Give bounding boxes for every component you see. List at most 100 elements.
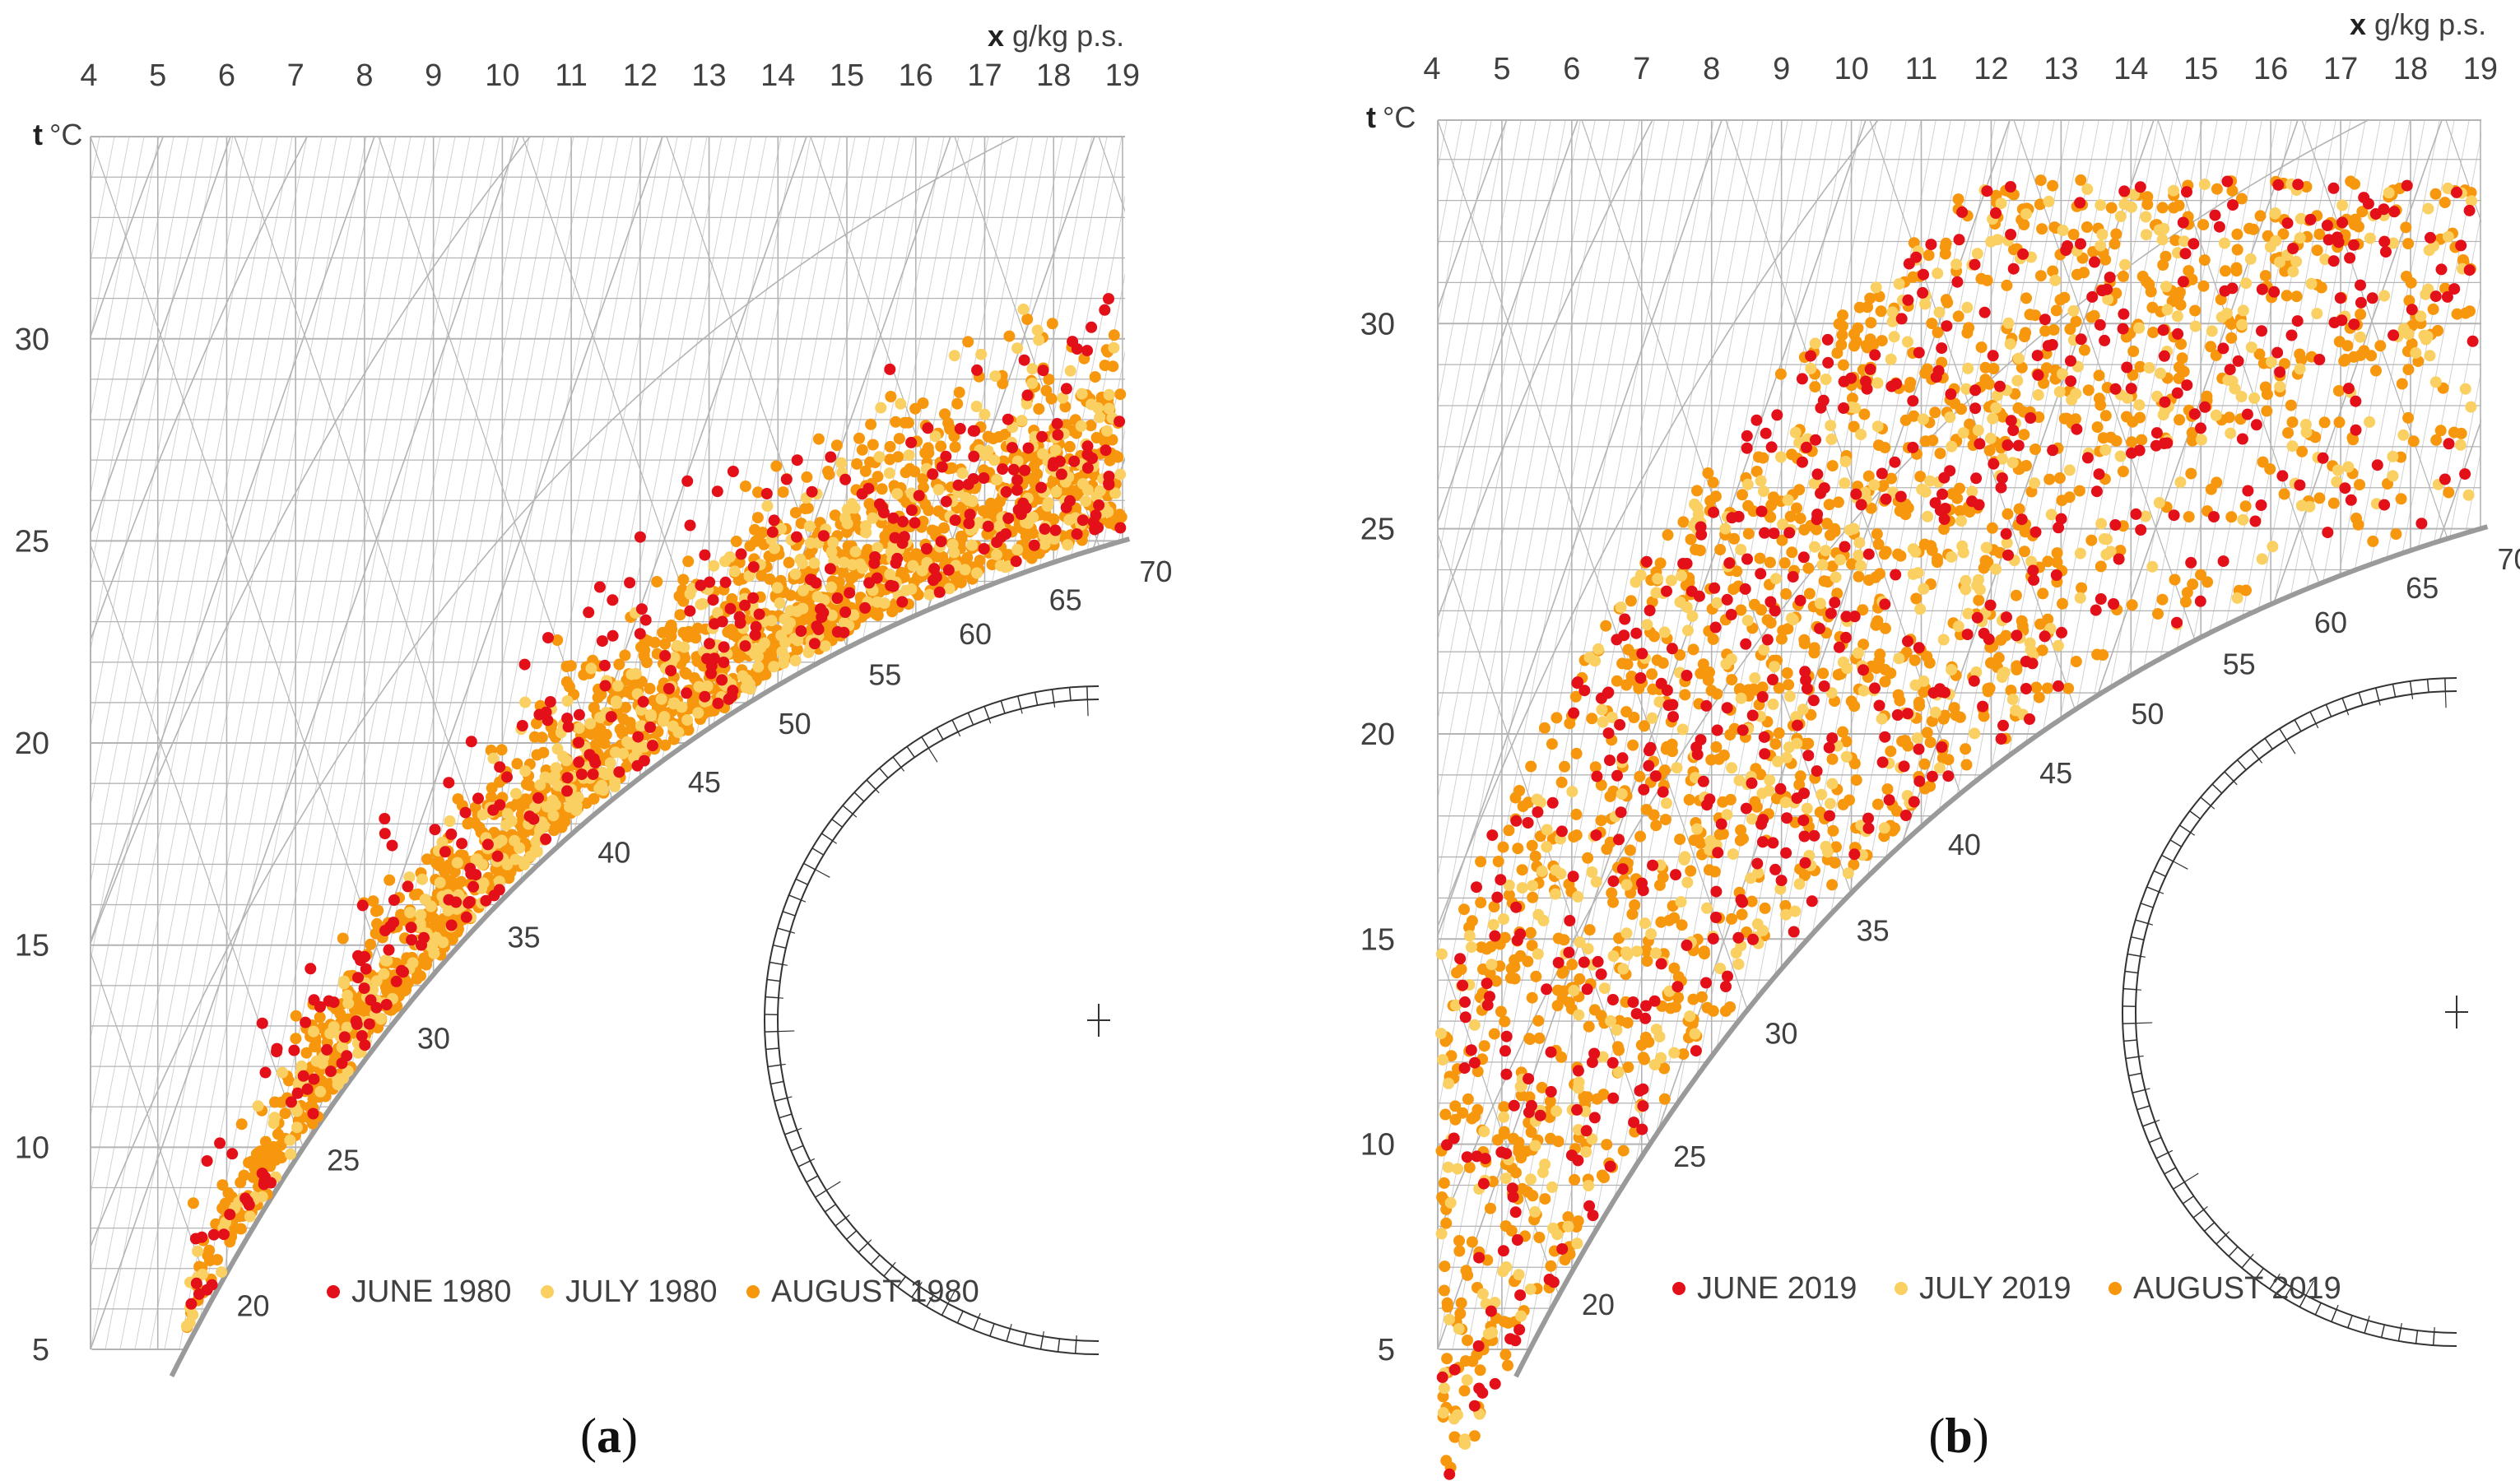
protractor-tick (832, 840, 837, 844)
data-point-august (588, 702, 600, 713)
legend-marker-july (541, 1285, 554, 1298)
data-point-august (2002, 508, 2014, 520)
data-point-august (1952, 193, 1964, 206)
data-point-july (285, 1148, 296, 1160)
data-point-august (1837, 798, 1849, 810)
protractor-arc (2122, 677, 2457, 1347)
data-point-august (1595, 815, 1607, 827)
data-point-july (1094, 411, 1106, 424)
data-point-july (415, 908, 427, 921)
data-point-august (935, 440, 947, 453)
data-point-june (1022, 442, 1035, 454)
data-point-june (1081, 345, 1093, 357)
protractor-tick (831, 819, 843, 828)
data-point-august (1918, 758, 1931, 770)
x-tick-label: 10 (485, 58, 519, 93)
data-point-july (1914, 603, 1927, 615)
data-point-august (2057, 597, 2068, 610)
data-point-june (824, 563, 836, 575)
data-point-june (460, 911, 472, 923)
data-point-august (243, 1157, 255, 1169)
x-tick-label: 7 (287, 58, 305, 93)
data-point-july (1524, 1283, 1537, 1295)
data-point-july (1902, 336, 1913, 348)
data-point-august (1899, 508, 1912, 521)
data-point-august (1526, 991, 1538, 1004)
data-point-july (1453, 1323, 1465, 1335)
data-point-july (2237, 513, 2249, 526)
hatch-line (1202, 54, 1448, 1349)
protractor-tick (2346, 710, 2350, 716)
data-point-august (822, 620, 835, 633)
data-point-july (1033, 334, 1045, 346)
data-point-july (719, 555, 731, 568)
data-point-july (658, 711, 671, 723)
x-tick-label: 14 (2113, 52, 2148, 86)
enthalpy-label: 40 (1948, 828, 1981, 861)
data-point-june (491, 850, 504, 862)
data-point-june (456, 838, 468, 850)
data-point-august (1654, 557, 1667, 569)
data-point-august (619, 649, 631, 662)
data-point-august (1498, 1101, 1510, 1113)
x-tick-label: 18 (2393, 52, 2428, 86)
x-tick-label: 13 (691, 58, 726, 93)
protractor-tick (2127, 953, 2141, 958)
data-point-august (691, 622, 704, 634)
data-point-july (584, 717, 597, 730)
data-point-july (2237, 304, 2249, 317)
data-point-july (1885, 353, 1897, 365)
data-point-august (2464, 305, 2476, 318)
data-point-july (216, 1266, 228, 1279)
data-point-june (825, 451, 837, 463)
data-point-july (1848, 522, 1860, 535)
data-point-july (1956, 540, 1969, 552)
data-point-august (1570, 747, 1583, 759)
data-point-july (1834, 554, 1846, 566)
data-point-june (978, 543, 990, 555)
hatch-line (934, 38, 1181, 1349)
data-point-june (695, 579, 707, 592)
hatch-line (1082, 38, 1329, 1349)
data-point-july (1646, 712, 1658, 724)
hatch-line (1142, 54, 1389, 1349)
hatch-line (949, 137, 1125, 1350)
data-point-july (2364, 232, 2376, 244)
data-point-july (1870, 281, 1882, 294)
data-point-june (1089, 523, 1101, 536)
data-point-june (712, 697, 724, 709)
data-point-july (1783, 741, 1795, 754)
data-point-july (1620, 879, 1633, 891)
data-point-august (2029, 443, 2041, 455)
data-point-august (2395, 493, 2407, 505)
data-point-august (1793, 484, 1806, 496)
data-point-august (530, 717, 542, 730)
data-point-august (1895, 550, 1907, 562)
data-point-june (1086, 321, 1098, 333)
data-point-june (684, 605, 696, 617)
data-point-august (415, 970, 426, 982)
data-point-july (681, 714, 694, 727)
data-point-august (1448, 1431, 1461, 1443)
data-point-august (1831, 347, 1844, 360)
data-point-july (1671, 762, 1683, 774)
x-tick-label: 11 (1905, 52, 1937, 86)
data-point-june (607, 594, 619, 606)
data-point-july (774, 597, 786, 610)
data-point-august (1983, 444, 1996, 457)
x-tick-label: 16 (899, 58, 933, 93)
data-point-june (1035, 481, 1048, 494)
x-tick-label: 9 (1773, 52, 1790, 86)
data-point-july (379, 954, 392, 967)
protractor-tick (911, 1285, 920, 1298)
data-point-july (1952, 620, 1964, 633)
data-point-august (2195, 569, 2206, 581)
data-point-august (247, 1171, 259, 1183)
protractor-tick (921, 736, 929, 749)
data-point-july (1580, 1146, 1592, 1158)
enthalpy-label: 50 (2131, 697, 2164, 731)
data-point-july (1814, 597, 1826, 610)
data-point-june (634, 628, 646, 640)
data-point-august (2290, 290, 2303, 303)
protractor-tick (928, 747, 938, 763)
